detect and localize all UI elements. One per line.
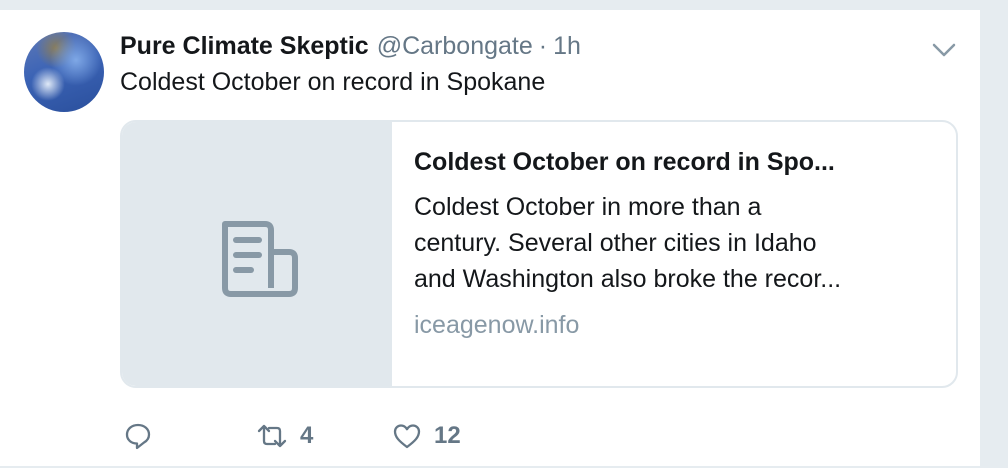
- timeline-gutter: [980, 0, 1008, 468]
- avatar[interactable]: [24, 32, 104, 112]
- reply-button[interactable]: [124, 422, 152, 450]
- card-description-line: Coldest October in more than a: [414, 193, 762, 221]
- card-title: Coldest October on record in Spo...: [414, 148, 835, 176]
- card-media: [122, 122, 392, 386]
- chevron-down-icon[interactable]: [930, 40, 958, 60]
- tweet-timestamp[interactable]: 1h: [553, 32, 581, 60]
- like-count: 12: [434, 422, 461, 449]
- card-description-line: and Washington also broke the recor...: [414, 265, 842, 293]
- card-domain: iceagenow.info: [414, 311, 580, 339]
- reply-icon: [125, 423, 151, 450]
- retweet-count: 4: [300, 422, 314, 449]
- link-card[interactable]: Coldest October on record in Spo... Cold…: [120, 120, 958, 388]
- tweet[interactable]: Pure Climate Skeptic @Carbongate · 1h Co…: [0, 10, 980, 466]
- heart-icon: [393, 424, 421, 449]
- like-button[interactable]: 12: [392, 422, 461, 450]
- tweet-header: Pure Climate Skeptic @Carbongate · 1h: [120, 32, 581, 64]
- retweet-button[interactable]: 4: [256, 422, 313, 450]
- author-handle[interactable]: @Carbongate: [376, 32, 533, 60]
- timeline-divider: [0, 0, 980, 10]
- header-separator: ·: [538, 32, 548, 60]
- card-description-line: century. Several other cities in Idaho: [414, 229, 817, 257]
- card-body: Coldest October on record in Spo... Cold…: [414, 148, 934, 340]
- document-icon: [222, 221, 298, 297]
- retweet-icon: [257, 424, 287, 448]
- author-name[interactable]: Pure Climate Skeptic: [120, 32, 369, 60]
- tweet-text: Coldest October on record in Spokane: [120, 68, 546, 96]
